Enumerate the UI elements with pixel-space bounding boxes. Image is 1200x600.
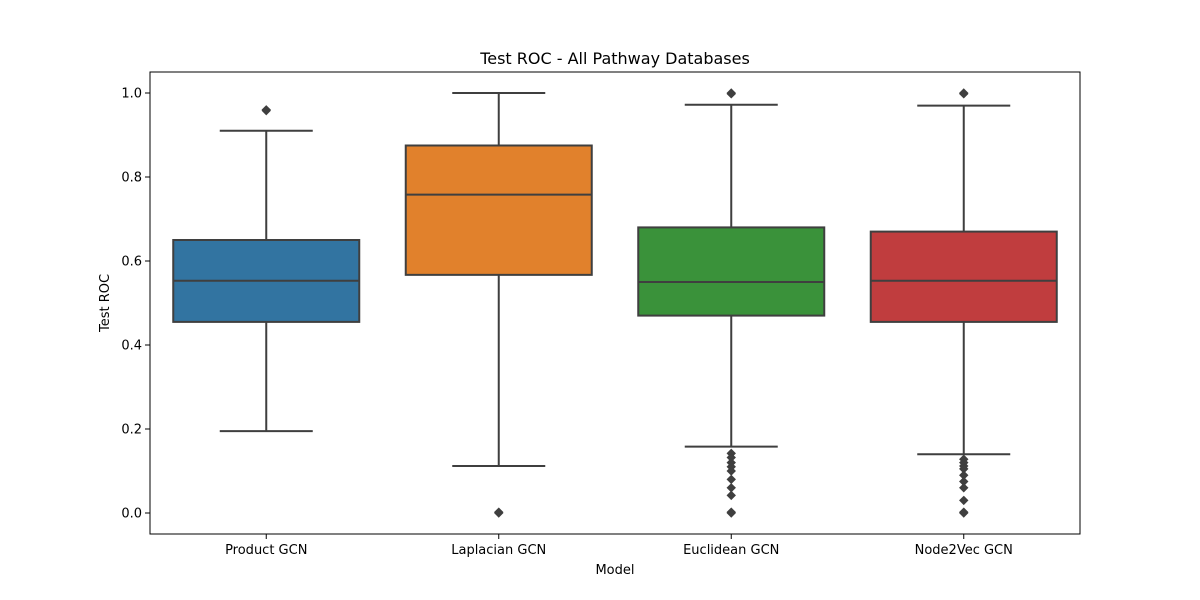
x-tick-label: Node2Vec GCN [915, 543, 1013, 558]
y-axis: 0.0 0.2 0.4 0.6 0.8 1.0 [121, 87, 150, 522]
iqr-box [869, 230, 1058, 323]
x-axis: Product GCN Laplacian GCN Euclidean GCN Nod… [225, 534, 1013, 558]
plot-content [172, 88, 1058, 518]
outlier-point [959, 508, 969, 518]
box-node2vec-gcn [869, 88, 1058, 518]
plot-frame [149, 71, 1081, 535]
x-axis-label: Model [595, 563, 634, 578]
outlier-point [261, 105, 271, 116]
iqr-box [637, 226, 826, 317]
outlier-point [959, 483, 969, 493]
outlier-point [726, 508, 736, 518]
chart-title: Test ROC - All Pathway Databases [479, 49, 750, 68]
y-tick-label: 1.0 [121, 87, 142, 102]
outlier-point [959, 89, 969, 99]
x-tick-label: Laplacian GCN [451, 543, 546, 558]
y-tick-label: 0.8 [121, 171, 142, 186]
y-axis-label: Test ROC [98, 274, 113, 333]
x-tick-label: Euclidean GCN [683, 543, 779, 558]
box-euclidean-gcn [637, 88, 826, 518]
outlier-point [959, 495, 969, 506]
y-tick-label: 0.0 [121, 507, 142, 522]
box-laplacian-gcn [404, 92, 593, 518]
x-tick-label: Product GCN [225, 543, 307, 558]
box-product-gcn [172, 105, 361, 433]
y-tick-label: 0.2 [121, 423, 142, 438]
outlier-point [494, 507, 504, 517]
iqr-box [404, 144, 593, 276]
y-tick-label: 0.4 [121, 339, 142, 354]
y-tick-label: 0.6 [121, 255, 142, 270]
outlier-point [726, 490, 736, 501]
outlier-point [726, 89, 736, 99]
